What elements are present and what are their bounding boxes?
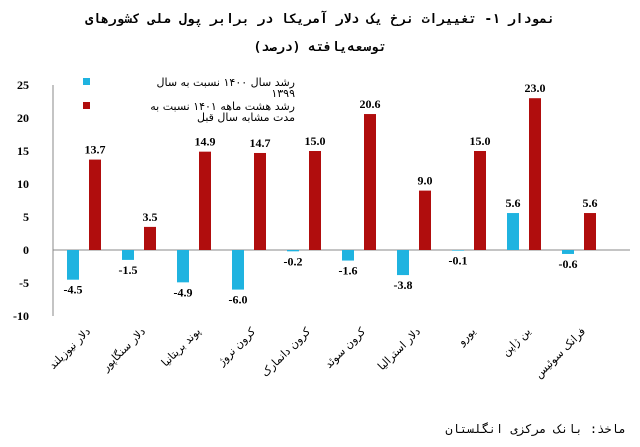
bar-1401	[529, 98, 541, 250]
y-tick-label: 5	[23, 210, 29, 224]
y-tick-label: 0	[23, 243, 29, 257]
legend-label: رشد هشت ماهه ۱۴۰۱ نسبت به	[150, 100, 295, 113]
x-tick-label: دلار استرالیا	[375, 325, 423, 373]
bar-1400	[67, 250, 79, 280]
bar-1401	[474, 151, 486, 250]
x-tick-label: دلار سنگاپور	[99, 325, 149, 375]
data-label: 14.7	[250, 136, 271, 150]
data-label: -4.9	[174, 285, 193, 299]
y-tick-label: 20	[17, 111, 29, 125]
y-tick-label: 25	[17, 78, 29, 92]
source-note: ماخذ: بانک مرکزی انگلستان	[445, 422, 626, 436]
data-label: -1.5	[119, 263, 138, 277]
data-label: -1.6	[339, 264, 358, 278]
bar-1401	[254, 152, 266, 250]
x-tick-label: فرانک سوئیس	[532, 325, 588, 381]
bar-1401	[89, 159, 101, 250]
bar-1400	[397, 250, 409, 276]
x-tick-label: دلار نیوزیلند	[46, 325, 93, 372]
bar-1400	[342, 250, 354, 261]
bar-1401	[144, 226, 156, 250]
bar-1400	[177, 250, 189, 283]
data-label: 5.6	[583, 196, 598, 210]
legend-label: ۱۳۹۹	[271, 87, 295, 100]
legend-swatch	[83, 102, 90, 109]
legend-label: رشد سال ۱۴۰۰ نسبت به سال	[156, 76, 295, 89]
data-label: 9.0	[418, 174, 433, 188]
data-label: 13.7	[85, 143, 106, 157]
bar-1400	[452, 250, 464, 251]
y-tick-label: 10	[17, 177, 29, 191]
x-tick-label: ین ژاپن	[499, 325, 533, 359]
bar-1400	[232, 250, 244, 290]
chart-title-line2: توسعه‌یافته (درصد)	[253, 40, 387, 55]
data-label: 15.0	[470, 134, 491, 148]
y-tick-label: 15	[17, 144, 29, 158]
data-label: -4.5	[64, 283, 83, 297]
data-label: 23.0	[525, 81, 546, 95]
y-tick-label: -5	[19, 276, 29, 290]
data-label: -0.1	[449, 254, 468, 268]
data-label: 20.6	[360, 97, 381, 111]
bar-1401	[584, 213, 596, 250]
data-label: 3.5	[143, 210, 158, 224]
data-label: -0.2	[284, 254, 303, 268]
data-label: 15.0	[305, 134, 326, 148]
bar-1400	[507, 213, 519, 250]
data-label: -0.6	[559, 257, 578, 271]
y-tick-label: -10	[13, 309, 29, 323]
x-tick-label: یورو	[455, 325, 479, 349]
bar-1401	[364, 114, 376, 250]
bar-1400	[287, 250, 299, 252]
data-label: 14.9	[195, 135, 216, 149]
legend-label: مدت مشابه سال قبل	[197, 111, 295, 124]
data-label: 5.6	[506, 196, 521, 210]
x-tick-label: کرون نروژ	[214, 324, 258, 368]
x-tick-label: پوند بریتانیا	[159, 325, 203, 369]
bar-1400	[562, 250, 574, 254]
chart-title-line1: نمودار ۱- تغییرات نرخ یک دلار آمریکا در …	[85, 12, 555, 27]
bar-1401	[199, 151, 211, 250]
bar-1401	[419, 190, 431, 250]
bar-1400	[122, 250, 134, 260]
x-tick-label: کرون دانمارک	[259, 324, 314, 379]
data-label: -3.8	[394, 278, 413, 292]
bar-1401	[309, 151, 321, 250]
x-tick-label: کرون سوئد	[322, 324, 368, 370]
data-label: -6.0	[229, 293, 248, 307]
legend-swatch	[83, 78, 90, 85]
